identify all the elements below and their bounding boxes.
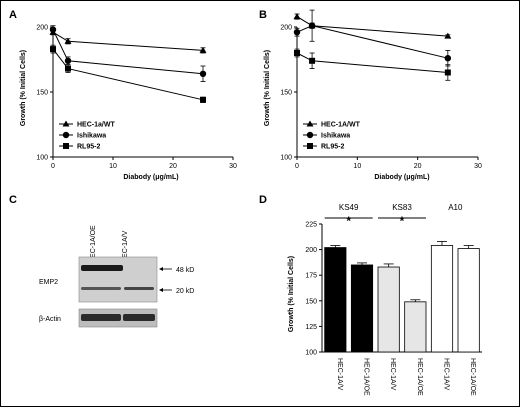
emp2-band-oe bbox=[81, 265, 123, 271]
marker-48kd: 48 kD bbox=[176, 267, 194, 274]
panel-letter-c: C bbox=[9, 194, 17, 206]
chart-d-bar bbox=[324, 247, 347, 353]
chart-a-series-circle-point bbox=[199, 70, 207, 78]
chart-b-legend-marker bbox=[306, 120, 314, 127]
chart-a-series-circle-line bbox=[52, 29, 204, 75]
emp2-lower-band-oe bbox=[81, 287, 121, 290]
chart-b-legend-marker bbox=[306, 131, 314, 139]
chart-d-bar bbox=[404, 301, 427, 353]
chart-b-y-tick-label: 150 bbox=[280, 90, 292, 97]
emp2-label: EMP2 bbox=[39, 279, 58, 286]
chart-a-series-square-point bbox=[200, 96, 206, 103]
chart-b-legend-marker bbox=[307, 143, 313, 149]
lane-label-oe: HEC-1A/OE bbox=[90, 225, 97, 263]
chart-d-category-label: HEC-1A/OE bbox=[416, 358, 423, 396]
chart-b-series-triangle-point bbox=[444, 32, 452, 39]
chart-d-category-label: HEC-1A/V bbox=[336, 358, 343, 391]
chart-a-series-circle-point bbox=[64, 57, 72, 64]
panel-letter-d: D bbox=[259, 194, 267, 206]
actin-band-v bbox=[123, 314, 155, 321]
chart-b-series-circle-point bbox=[444, 55, 452, 62]
chart-d-y-tick-label: 100 bbox=[305, 350, 317, 357]
emp2-blot-image bbox=[78, 256, 158, 303]
chart-a: Growth (% Initial Cells) Diabody (μg/mL)… bbox=[20, 25, 237, 182]
lane-label-v: HEC-1A/V bbox=[122, 230, 129, 263]
chart-b-legend-label: RL95-2 bbox=[321, 144, 344, 151]
chart-d-category-label: HEC-1A/OE bbox=[469, 358, 476, 396]
chart-d-y-tick-label: 225 bbox=[305, 222, 317, 229]
chart-a-y-tick-label: 100 bbox=[36, 155, 48, 162]
chart-a-y-tick-label: 150 bbox=[36, 90, 48, 97]
chart-a-y-tick-label: 200 bbox=[36, 25, 48, 32]
chart-b-x-tick-label: 0 bbox=[295, 163, 299, 170]
chart-b-series-square-point bbox=[444, 69, 451, 76]
chart-a-x-tick-label: 0 bbox=[51, 163, 55, 170]
chart-d-sig-star: * bbox=[346, 214, 351, 228]
chart-b-legend-label: HEC-1A/WT bbox=[321, 122, 361, 129]
chart-a-x-tick-label: 10 bbox=[109, 163, 117, 170]
chart-a-legend-label: Ishikawa bbox=[77, 133, 106, 140]
chart-b-series-triangle-line bbox=[296, 16, 448, 37]
chart-b-y-tick-label: 100 bbox=[280, 155, 292, 162]
marker-arrowhead-48 bbox=[159, 267, 163, 271]
chart-a-legend-marker bbox=[63, 143, 69, 149]
chart-b-x-tick-label: 10 bbox=[353, 163, 361, 170]
chart-a-legend-label: RL95-2 bbox=[77, 144, 100, 151]
chart-b-ylabel: Growth (% Initial Cells) bbox=[264, 50, 271, 126]
chart-b-series-square-point bbox=[294, 50, 300, 56]
marker-arrowhead-20 bbox=[159, 288, 163, 292]
chart-d-bar bbox=[377, 266, 400, 353]
chart-b-x-tick-label: 20 bbox=[414, 163, 422, 170]
chart-b: Growth (% Initial Cells) Diabody (μg/mL)… bbox=[264, 9, 482, 181]
chart-d-bar bbox=[350, 264, 374, 353]
chart-d-ylabel: Growth (% Initial Cells) bbox=[288, 256, 295, 332]
chart-d-category-label: HEC-1A/V bbox=[443, 358, 450, 391]
chart-a-series-triangle-point bbox=[199, 46, 207, 53]
actin-band-oe bbox=[81, 314, 121, 321]
chart-a-legend-marker bbox=[62, 120, 70, 127]
chart-b-x-tick-label: 30 bbox=[474, 163, 482, 170]
western-blot: HEC-1A/OE HEC-1A/V EMP2 48 kD 20 kD β-Ac… bbox=[39, 225, 194, 328]
chart-d-y-tick-label: 200 bbox=[305, 247, 317, 254]
chart-d-group-label: A10 bbox=[448, 203, 463, 212]
chart-d-bar bbox=[430, 245, 454, 353]
chart-d: Growth (% Initial Cells) 100 125 150 175 200… bbox=[288, 203, 482, 396]
chart-a-ylabel: Growth (% Initial Cells) bbox=[20, 50, 27, 126]
chart-d-y-tick-label: 150 bbox=[305, 298, 317, 305]
emp2-lower-band-v bbox=[124, 287, 154, 290]
chart-b-xlabel: Diabody (μg/mL) bbox=[374, 174, 429, 181]
chart-b-series-circle-point bbox=[308, 22, 316, 29]
chart-a-xlabel: Diabody (μg/mL) bbox=[123, 174, 178, 181]
chart-b-y-tick-label: 200 bbox=[280, 25, 292, 32]
chart-d-group-label: KS83 bbox=[392, 203, 412, 212]
chart-b-series-square-line bbox=[296, 52, 448, 73]
chart-a-legend-label: HEC-1a/WT bbox=[77, 122, 115, 129]
chart-d-sig-star: * bbox=[400, 214, 405, 228]
chart-b-series-circle-point bbox=[293, 29, 301, 36]
chart-d-y-tick-label: 175 bbox=[305, 273, 317, 280]
chart-a-x-tick-label: 30 bbox=[229, 163, 237, 170]
chart-d-category-label: HEC-1A/V bbox=[389, 358, 396, 391]
chart-d-group-label: KS49 bbox=[339, 203, 359, 212]
chart-a-series-triangle-point bbox=[64, 37, 72, 44]
chart-a-series-triangle-line bbox=[52, 31, 204, 51]
chart-d-y-tick-label: 125 bbox=[305, 324, 317, 331]
chart-d-bar bbox=[457, 248, 480, 353]
chart-b-legend-label: Ishikawa bbox=[321, 133, 350, 140]
chart-a-legend-marker bbox=[62, 131, 70, 139]
chart-d-category-label: HEC-1A/OE bbox=[363, 358, 370, 396]
panel-letter-b: B bbox=[259, 9, 267, 21]
chart-a-series-circle-point bbox=[49, 26, 57, 33]
actin-label: β-Actin bbox=[39, 316, 61, 323]
marker-20kd: 20 kD bbox=[176, 288, 194, 295]
chart-b-series-triangle-point bbox=[293, 13, 301, 20]
chart-a-x-tick-label: 20 bbox=[169, 163, 177, 170]
panel-letter-a: A bbox=[9, 9, 17, 21]
chart-b-series-square-point bbox=[309, 57, 316, 64]
chart-a-series-square-point bbox=[65, 65, 71, 72]
chart-a-series-square-point bbox=[50, 46, 56, 53]
chart-a-series-square-line bbox=[52, 48, 204, 101]
